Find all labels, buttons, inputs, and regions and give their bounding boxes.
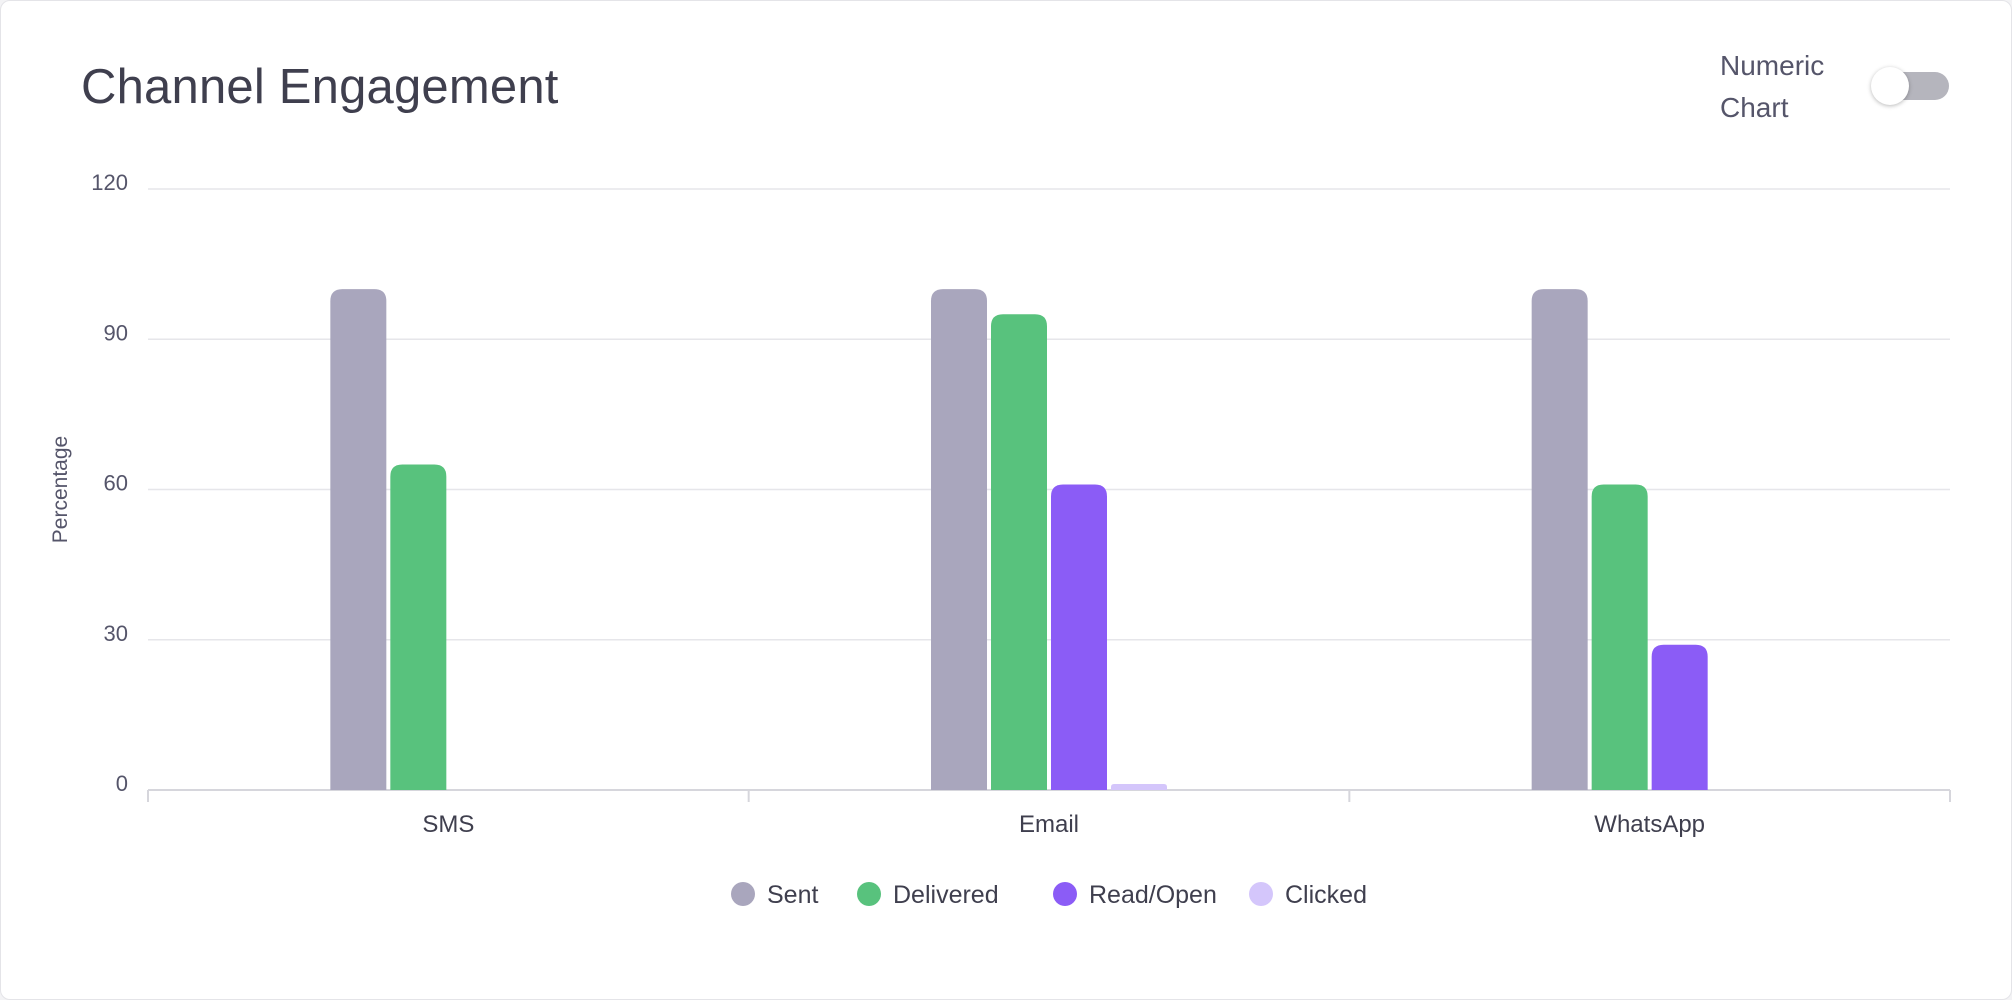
y-axis-label: Percentage bbox=[49, 436, 72, 543]
y-tick-label: 30 bbox=[104, 621, 128, 646]
legend-label: Clicked bbox=[1285, 881, 1367, 909]
bar-sent-email bbox=[931, 289, 987, 790]
bar-read-open-whatsapp bbox=[1651, 644, 1708, 790]
numeric-chart-toggle-label: Numeric Chart bbox=[1720, 45, 1850, 129]
chart-title: Channel Engagement bbox=[81, 60, 559, 114]
legend-swatch bbox=[857, 882, 881, 906]
toggle-label-line1: Numeric bbox=[1720, 50, 1825, 81]
legend-label: Delivered bbox=[893, 881, 999, 909]
legend-label: Read/Open bbox=[1089, 881, 1217, 909]
toggle-label-line2: Chart bbox=[1720, 92, 1789, 123]
bar-delivered-sms bbox=[390, 464, 447, 790]
bar-delivered-email bbox=[991, 314, 1047, 790]
y-tick-label: 120 bbox=[91, 170, 128, 195]
bar-delivered-whatsapp bbox=[1591, 484, 1648, 790]
y-tick-label: 60 bbox=[104, 471, 128, 496]
bar-clicked-email bbox=[1111, 783, 1167, 790]
y-tick-label: 0 bbox=[116, 771, 128, 796]
bar-read-open-email bbox=[1051, 484, 1107, 790]
legend-swatch bbox=[1249, 882, 1273, 906]
y-tick-label: 90 bbox=[104, 320, 128, 345]
legend-swatch bbox=[1053, 882, 1077, 906]
x-category-label: Email bbox=[1019, 811, 1079, 838]
bar-sent-sms bbox=[330, 289, 387, 790]
bar-sent-whatsapp bbox=[1531, 289, 1588, 790]
x-category-label: SMS bbox=[422, 811, 474, 838]
numeric-chart-toggle[interactable] bbox=[1871, 67, 1949, 105]
legend-swatch bbox=[731, 882, 755, 906]
toggle-knob bbox=[1871, 67, 1909, 105]
legend-label: Sent bbox=[767, 881, 818, 909]
x-category-label: WhatsApp bbox=[1594, 811, 1705, 838]
